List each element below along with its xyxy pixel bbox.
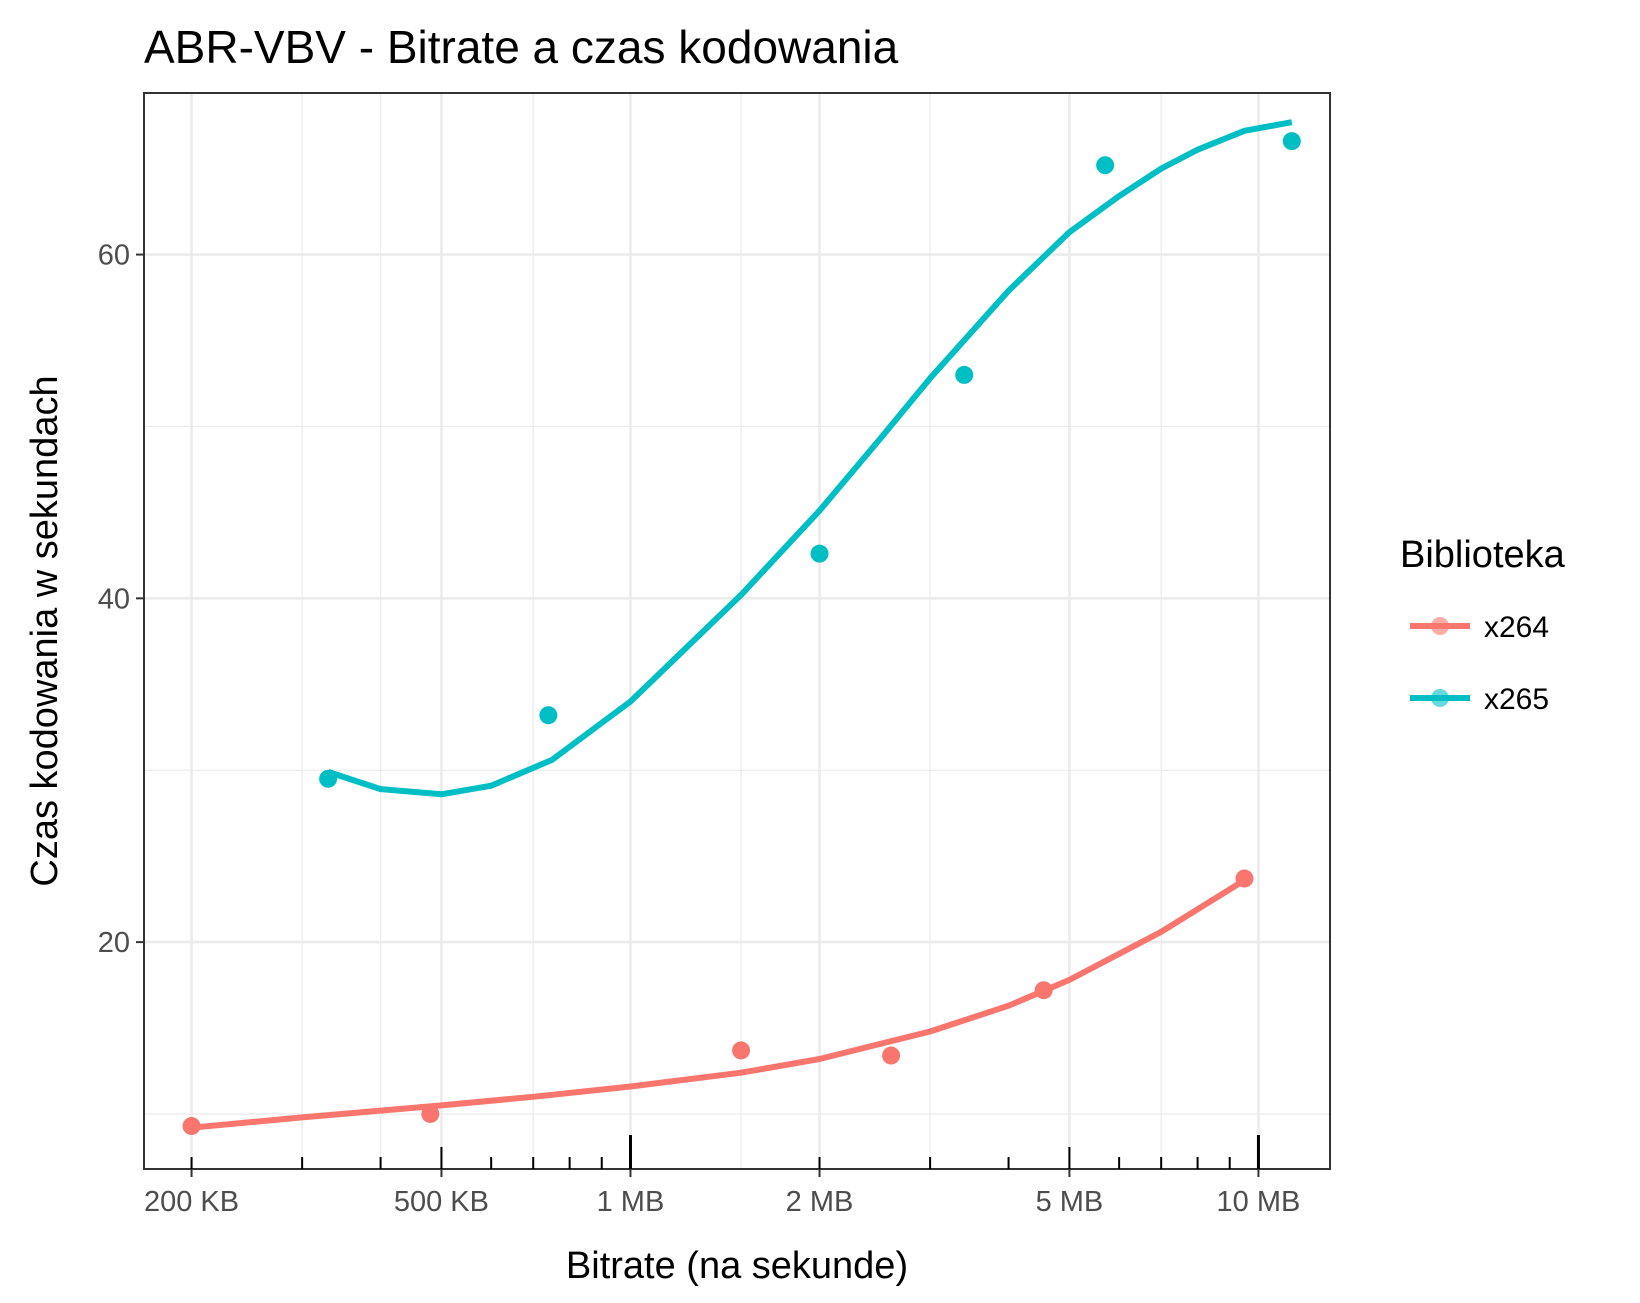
plot-background [144, 93, 1330, 1169]
data-point-x264 [882, 1046, 901, 1065]
x-tick-label: 200 KB [144, 1186, 239, 1218]
data-point-x265 [955, 365, 974, 384]
data-point-x264 [1034, 981, 1053, 1000]
data-point-x264 [1235, 869, 1254, 888]
data-points [182, 132, 1301, 1136]
y-tick-label: 60 [98, 240, 130, 272]
y-axis: 20 40 60 [98, 240, 144, 959]
legend-title: Biblioteka [1400, 534, 1566, 576]
x-tick-label: 1 MB [597, 1186, 665, 1218]
data-point-x265 [319, 769, 338, 788]
data-point-x264 [732, 1041, 751, 1060]
plot-panel-border [143, 92, 1331, 1170]
x-tick-label: 2 MB [786, 1186, 854, 1218]
trend-line-x264 [191, 877, 1247, 1131]
y-tick-label: 20 [98, 927, 130, 959]
legend-key-point-x264 [1431, 617, 1449, 635]
data-point-x264 [421, 1104, 440, 1123]
data-point-x265 [810, 544, 829, 563]
data-point-x265 [1282, 132, 1301, 151]
y-tick-label: 40 [98, 583, 130, 615]
x-axis: 200 KB 500 KB 1 MB 2 MB 5 MB 10 MB [144, 1135, 1300, 1218]
data-point-x265 [539, 706, 558, 725]
y-axis-title: Czas kodowania w sekundach [24, 375, 66, 886]
grid [144, 93, 1330, 1169]
x-axis-title: Bitrate (na sekunde) [566, 1245, 908, 1287]
data-point-x264 [182, 1117, 201, 1136]
trend-lines [191, 119, 1293, 1131]
x-tick-label: 500 KB [394, 1186, 489, 1218]
x-tick-label: 5 MB [1036, 1186, 1104, 1218]
legend-key-point-x265 [1431, 689, 1449, 707]
data-point-x265 [1096, 156, 1115, 175]
chart-title: ABR-VBV - Bitrate a czas kodowania [144, 21, 899, 73]
legend: Biblioteka x264 x265 [1400, 534, 1566, 716]
x-tick-label: 10 MB [1217, 1186, 1301, 1218]
trend-line-x265 [327, 119, 1293, 798]
legend-label-x264: x264 [1484, 611, 1549, 644]
legend-label-x265: x265 [1484, 683, 1549, 716]
